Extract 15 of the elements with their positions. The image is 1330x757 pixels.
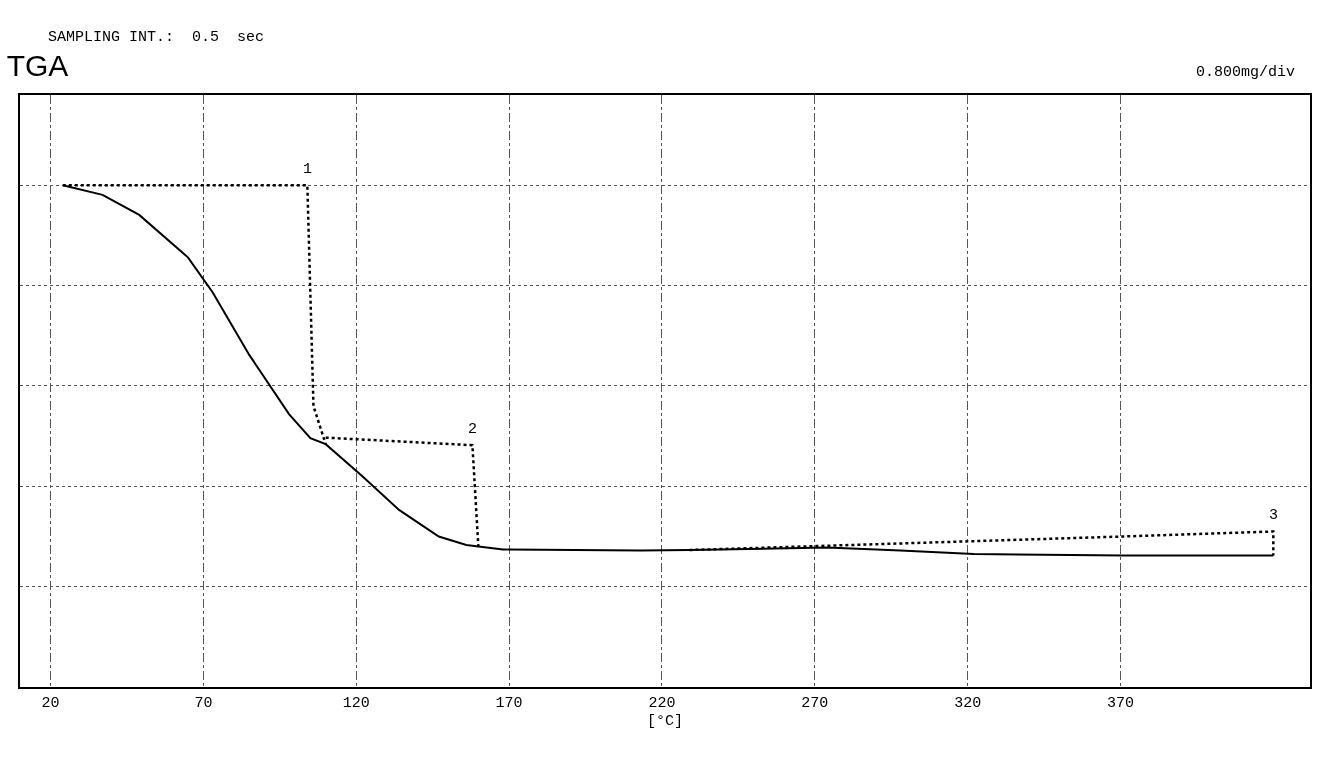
x-tick-label: 120	[342, 694, 370, 712]
annotation: 2	[468, 421, 478, 438]
annotation: 1	[303, 161, 313, 178]
x-axis-title: [°C]	[646, 713, 684, 731]
x-tick-label: 320	[954, 694, 982, 712]
x-tick-label: 20	[41, 694, 60, 712]
x-tick-label: 270	[801, 694, 829, 712]
annotation: 3	[1269, 507, 1279, 524]
x-tick-label: 370	[1106, 694, 1134, 712]
x-tick-label: 70	[194, 694, 213, 712]
text: SAMPLING INT.: 0.5 sec	[48, 29, 265, 46]
x-tick-label: 170	[495, 694, 523, 712]
x-tick-label: 220	[648, 694, 676, 712]
chart-title: TGA	[6, 48, 69, 82]
text: 0.800mg/div	[1196, 64, 1296, 81]
